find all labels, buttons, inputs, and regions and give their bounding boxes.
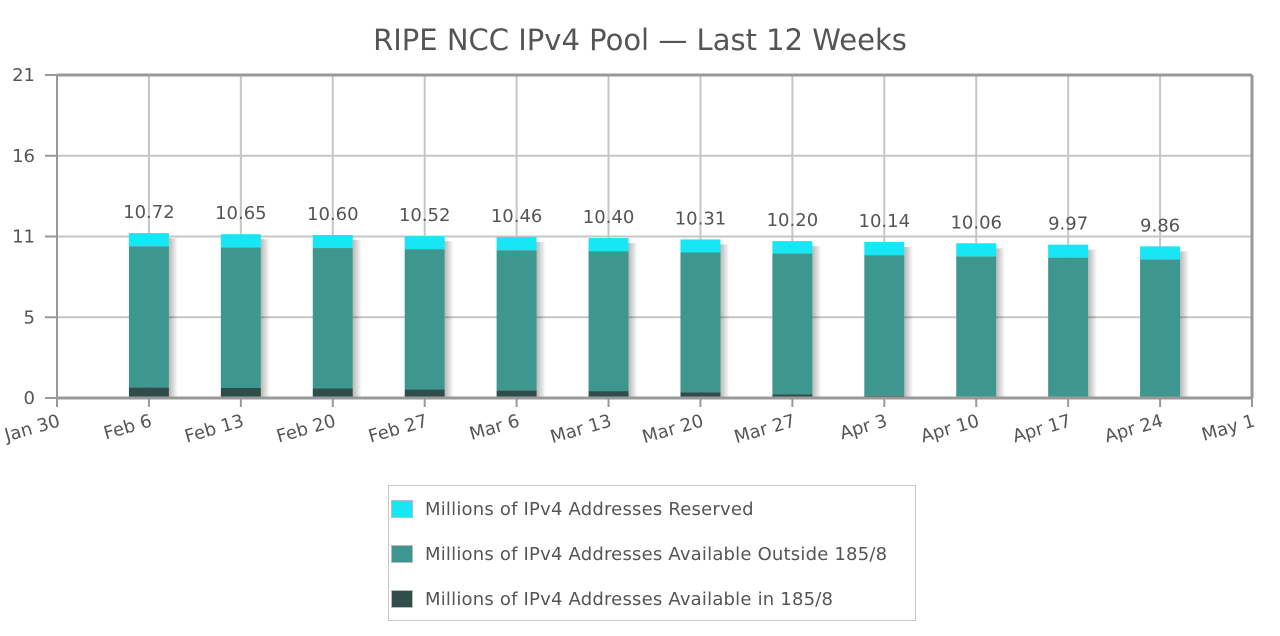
legend-item-in-185[interactable]: Millions of IPv4 Addresses Available in … [391, 587, 833, 611]
bar-shadow [1088, 249, 1098, 398]
data-label: 10.40 [583, 207, 635, 228]
data-label: 10.65 [215, 203, 267, 224]
legend-label-in-185: Millions of IPv4 Addresses Available in … [425, 588, 834, 610]
chart-title: RIPE NCC IPv4 Pool — Last 12 Weeks [373, 23, 907, 57]
data-label: 10.14 [859, 211, 911, 232]
legend-item-outside-185[interactable]: Millions of IPv4 Addresses Available Out… [391, 542, 887, 566]
x-tick-label: Feb 27 [366, 411, 430, 448]
y-tick-label: 5 [24, 307, 35, 328]
data-label: 10.20 [767, 210, 819, 231]
bar-segment [1140, 259, 1181, 398]
bar-segment [772, 241, 813, 254]
x-tick-label: Mar 27 [732, 411, 798, 448]
plot-frame [56, 73, 1254, 400]
bar-segment [1140, 246, 1181, 260]
data-label: 10.06 [950, 212, 1002, 233]
data-label: 10.60 [307, 204, 359, 225]
data-label: 10.72 [123, 202, 175, 223]
x-axis: Jan 30 Feb 6 Feb 13 Feb 20 Feb 27 Mar 6 Mar 13… [1, 398, 1257, 448]
x-tick-label: Apr 24 [1102, 411, 1165, 448]
bar-segment [220, 247, 261, 389]
data-label: 10.31 [675, 208, 727, 229]
x-tick-label: Mar 13 [548, 411, 614, 448]
bar-segment [496, 237, 537, 251]
x-tick-label: Apr 3 [837, 411, 889, 445]
x-tick-label: Mar 20 [640, 411, 706, 448]
y-tick-label: 21 [12, 65, 35, 86]
bar-segment [588, 238, 629, 252]
bar-segment [496, 390, 537, 398]
bar-segment [588, 391, 629, 398]
bars [128, 233, 1190, 398]
bar-shadow [168, 238, 178, 398]
bar-segment [312, 248, 353, 389]
bar-segment [220, 234, 261, 248]
bar-segment [404, 389, 445, 398]
bar-segment [496, 250, 537, 391]
x-tick-label: Feb 13 [182, 411, 246, 448]
bar-segment [404, 236, 445, 250]
x-tick-label: Feb 6 [101, 411, 154, 445]
bar-shadow [812, 246, 822, 398]
bar-segment [404, 249, 445, 390]
x-tick-label: Feb 20 [274, 411, 338, 448]
bar-segment [772, 394, 813, 398]
bar-shadow [352, 239, 362, 398]
bar-segment [680, 252, 721, 393]
bar-segment [864, 242, 905, 256]
bar-segment [588, 251, 629, 392]
bar-segment [220, 388, 261, 398]
y-tick-label: 16 [12, 146, 35, 167]
bar-segment [128, 246, 169, 388]
bar-shadow [536, 242, 546, 398]
legend-swatch-reserved [391, 500, 413, 518]
bar-segment [312, 388, 353, 398]
x-tick-label: Jan 30 [1, 411, 62, 447]
bar-segment [128, 233, 169, 247]
x-tick-label: May 1 [1199, 411, 1257, 446]
data-labels: 10.72 10.65 10.60 10.52 10.46 10.40 10.31 10.20… [123, 202, 1180, 236]
bar-segment [956, 243, 997, 257]
bar-segment [680, 239, 721, 253]
bar-segment [680, 392, 721, 398]
bar-shadow [720, 244, 730, 398]
bar-segment [128, 387, 169, 398]
bar-shadow [996, 248, 1006, 398]
data-label: 10.52 [399, 205, 451, 226]
bar-segment [864, 255, 905, 396]
bar-shadow [904, 247, 914, 398]
legend-label-reserved: Millions of IPv4 Addresses Reserved [425, 498, 754, 520]
y-tick-label: 11 [12, 227, 35, 248]
x-tick-label: Mar 6 [467, 411, 522, 445]
bar-shadow [444, 241, 454, 398]
legend-item-reserved[interactable]: Millions of IPv4 Addresses Reserved [391, 497, 754, 521]
bar-segment [312, 234, 353, 249]
bar-segment [772, 253, 813, 395]
data-label: 9.86 [1140, 215, 1180, 236]
bar-shadow [1180, 251, 1190, 398]
legend-swatch-outside-185 [391, 545, 413, 563]
x-tick-label: Apr 10 [918, 411, 981, 448]
bar-segment [1048, 257, 1089, 398]
x-tick-label: Apr 17 [1010, 411, 1073, 448]
legend-label-outside-185: Millions of IPv4 Addresses Available Out… [425, 543, 888, 565]
bar-segment [1048, 244, 1089, 258]
bar-shadow [260, 239, 270, 398]
y-tick-label: 0 [24, 388, 35, 409]
legend-swatch-in-185 [391, 590, 413, 608]
bar-segment [956, 256, 997, 397]
data-label: 9.97 [1048, 214, 1088, 235]
data-label: 10.46 [491, 206, 543, 227]
legend: Millions of IPv4 Addresses Reserved Mill… [388, 485, 916, 621]
bar-shadow [628, 243, 638, 398]
y-axis: 0 5 11 16 21 [12, 65, 57, 409]
